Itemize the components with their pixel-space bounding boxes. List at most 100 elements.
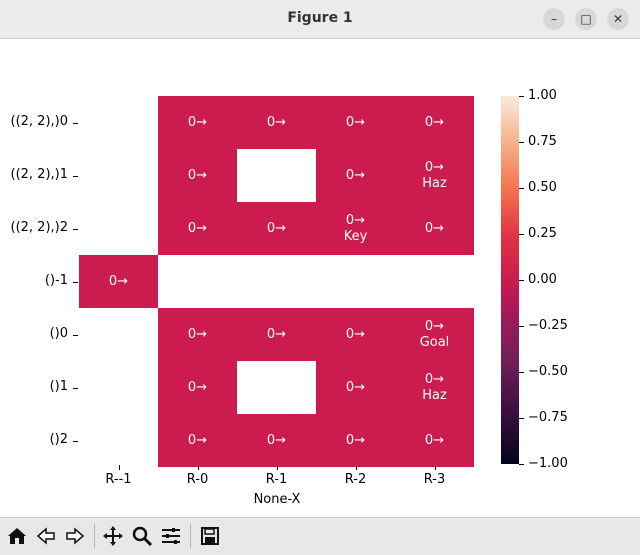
- x-tick-label: R--1: [105, 472, 132, 487]
- heatmap-cell: 0→: [316, 96, 395, 149]
- colorbar-tick-label: −0.25: [528, 318, 568, 333]
- colorbar-tick: [519, 234, 524, 235]
- heatmap-cell: 0→: [395, 96, 474, 149]
- heatmap-cell: 0→: [158, 149, 237, 202]
- y-tick: [73, 387, 78, 389]
- colorbar-tick-label: 1.00: [528, 88, 557, 103]
- cell-annotation: 0→: [424, 159, 445, 175]
- y-tick: [73, 281, 78, 283]
- colorbar-tick-label: 0.00: [528, 272, 557, 287]
- colorbar-tick: [519, 464, 524, 465]
- x-axis-label: None-X: [253, 492, 301, 507]
- y-tick-label: ()0: [49, 325, 68, 341]
- heatmap-cell: 0→: [158, 308, 237, 361]
- colorbar-tick: [519, 142, 524, 143]
- toolbar-separator: [190, 524, 191, 548]
- heatmap-cell: 0→: [395, 202, 474, 255]
- heatmap-cell: 0→: [79, 255, 158, 308]
- colorbar-tick-label: −0.75: [528, 410, 568, 425]
- colorbar-tick-label: 0.75: [528, 134, 557, 149]
- cell-annotation: 0→: [424, 114, 445, 130]
- colorbar-tick-label: −0.50: [528, 364, 568, 379]
- cell-annotation: 0→: [266, 114, 287, 130]
- matplotlib-toolbar: [0, 517, 640, 555]
- zoom-icon[interactable]: [129, 524, 155, 548]
- colorbar-tick-label: 0.50: [528, 180, 557, 195]
- cell-annotation: 0→: [108, 273, 129, 289]
- save-icon[interactable]: [197, 524, 223, 548]
- y-tick: [73, 334, 78, 336]
- window-title: Figure 1: [287, 10, 353, 26]
- home-icon[interactable]: [4, 524, 30, 548]
- heatmap-cell: 0→: [237, 202, 316, 255]
- heatmap-cell: 0→: [316, 149, 395, 202]
- heatmap-cell: 0→: [237, 308, 316, 361]
- cell-annotation: 0→: [187, 220, 208, 236]
- cell-annotation: 0→: [345, 326, 366, 342]
- colorbar-tick-label: −1.00: [528, 456, 568, 471]
- cell-annotation: 0→: [187, 114, 208, 130]
- heatmap-cell: 0→ Goal: [395, 308, 474, 361]
- x-tick-label: R-3: [423, 472, 446, 487]
- heatmap-cell: 0→: [316, 361, 395, 414]
- heatmap-cell: 0→: [237, 96, 316, 149]
- y-tick: [73, 122, 78, 124]
- x-tick-label: R-0: [186, 472, 209, 487]
- heatmap-cell: 0→: [316, 414, 395, 467]
- heatmap-cell: 0→: [237, 414, 316, 467]
- cell-annotation: 0→: [424, 371, 445, 387]
- x-tick: [355, 465, 357, 470]
- heatmap-cell: 0→: [316, 308, 395, 361]
- pan-icon[interactable]: [100, 524, 126, 548]
- y-tick: [73, 175, 78, 177]
- forward-arrow-icon[interactable]: [62, 524, 88, 548]
- colorbar-tick: [519, 326, 524, 327]
- heatmap-cell: 0→ Haz: [395, 361, 474, 414]
- cell-annotation: 0→: [345, 167, 366, 183]
- cell-annotation: Haz: [422, 175, 447, 191]
- close-icon[interactable]: ✕: [607, 8, 629, 30]
- x-tick-label: R-1: [265, 472, 288, 487]
- colorbar-tick: [519, 418, 524, 419]
- masked-cell: [237, 149, 316, 202]
- colorbar-tick: [519, 188, 524, 189]
- window-titlebar: Figure 1 – □ ✕: [0, 0, 640, 39]
- x-tick-label: R-2: [344, 472, 367, 487]
- x-tick: [197, 465, 199, 470]
- cell-annotation: 0→: [187, 326, 208, 342]
- configure-subplots-icon[interactable]: [158, 524, 184, 548]
- cell-annotation: 0→: [424, 318, 445, 334]
- cell-annotation: 0→: [345, 432, 366, 448]
- x-tick: [434, 465, 436, 470]
- cell-annotation: Goal: [419, 334, 450, 350]
- y-tick-label: ((2, 2),)2: [10, 219, 69, 235]
- cell-annotation: 0→: [345, 379, 366, 395]
- colorbar-tick-label: 0.25: [528, 226, 557, 241]
- colorbar-tick: [519, 372, 524, 373]
- cell-annotation: 0→: [266, 220, 287, 236]
- x-tick: [276, 465, 278, 470]
- heatmap-cell: 0→ Haz: [395, 149, 474, 202]
- cell-annotation: 0→: [424, 432, 445, 448]
- colorbar-tick: [519, 96, 524, 97]
- cell-annotation: 0→: [345, 114, 366, 130]
- heatmap-cell: 0→: [158, 414, 237, 467]
- y-tick-label: ()1: [49, 378, 68, 394]
- heatmap-cell: 0→: [158, 96, 237, 149]
- y-tick-label: ()-1: [44, 272, 68, 288]
- y-tick-label: ((2, 2),)0: [10, 113, 69, 129]
- cell-annotation: 0→: [266, 326, 287, 342]
- cell-annotation: 0→: [187, 432, 208, 448]
- y-tick: [73, 440, 78, 442]
- maximize-icon[interactable]: □: [575, 8, 597, 30]
- cell-annotation: Haz: [422, 387, 447, 403]
- x-tick: [118, 465, 120, 470]
- heatmap-cell: 0→: [158, 202, 237, 255]
- y-tick-label: ((2, 2),)1: [10, 166, 69, 182]
- cell-annotation: Key: [343, 228, 368, 244]
- toolbar-separator: [94, 524, 95, 548]
- heatmap-cell: 0→: [158, 361, 237, 414]
- colorbar: [501, 96, 519, 464]
- back-arrow-icon[interactable]: [33, 524, 59, 548]
- minimize-icon[interactable]: –: [543, 8, 565, 30]
